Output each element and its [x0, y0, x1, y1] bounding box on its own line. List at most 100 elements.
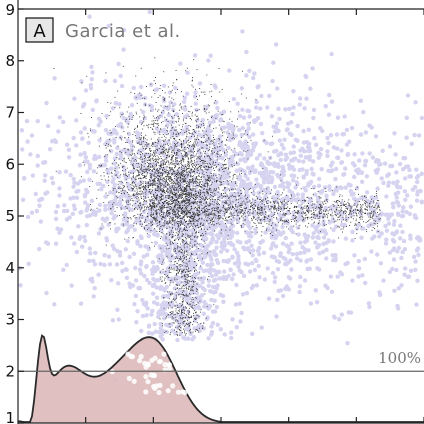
data-point	[204, 316, 210, 322]
data-point	[157, 225, 159, 226]
data-point	[304, 259, 309, 264]
data-point	[347, 139, 352, 144]
data-point	[142, 158, 143, 160]
data-point	[231, 149, 237, 154]
data-point	[217, 191, 219, 193]
data-point	[387, 269, 393, 275]
data-point	[403, 266, 408, 271]
data-point	[194, 169, 196, 171]
data-point	[335, 115, 341, 120]
data-point	[233, 165, 235, 166]
data-point	[227, 238, 229, 240]
data-point	[173, 278, 179, 283]
data-point	[201, 233, 203, 234]
data-point	[200, 166, 202, 168]
data-point	[331, 219, 336, 224]
data-point	[326, 112, 332, 117]
data-point	[123, 166, 125, 168]
data-point	[296, 158, 302, 164]
data-point	[334, 185, 339, 190]
data-point	[199, 161, 201, 162]
data-point	[201, 133, 206, 139]
data-point	[208, 165, 209, 167]
data-point	[139, 188, 141, 190]
data-point	[247, 134, 252, 139]
data-point	[147, 157, 149, 159]
data-point	[201, 173, 203, 175]
data-point	[181, 174, 182, 175]
data-point	[170, 203, 172, 204]
data-point	[208, 150, 209, 152]
data-point	[153, 165, 155, 167]
data-point	[150, 230, 152, 231]
data-point	[169, 143, 171, 145]
data-point	[231, 138, 233, 139]
data-point	[300, 167, 305, 172]
data-point	[227, 183, 229, 185]
data-point	[141, 186, 143, 188]
data-point	[165, 123, 170, 128]
data-point	[178, 177, 180, 179]
data-point	[279, 174, 281, 176]
data-point	[156, 226, 158, 228]
data-point	[154, 172, 156, 174]
data-point	[132, 195, 134, 196]
data-point	[135, 241, 140, 246]
data-point	[162, 134, 164, 135]
data-point	[263, 194, 268, 199]
data-point	[188, 170, 190, 172]
data-point	[145, 224, 147, 226]
data-point	[399, 255, 404, 261]
data-point	[146, 207, 147, 209]
data-point	[183, 181, 185, 183]
data-point	[145, 168, 146, 170]
data-point	[236, 162, 238, 164]
data-point	[295, 192, 301, 197]
data-point	[229, 179, 231, 181]
data-point	[399, 283, 404, 288]
data-point	[173, 189, 175, 191]
data-point	[210, 188, 211, 190]
data-point	[185, 166, 186, 167]
data-point	[247, 114, 252, 119]
data-point	[381, 180, 386, 186]
data-point	[171, 201, 173, 202]
data-point	[224, 151, 225, 153]
data-point	[212, 201, 214, 202]
data-point	[211, 175, 213, 177]
data-point	[263, 230, 268, 235]
data-point	[173, 163, 174, 165]
data-point	[392, 131, 397, 136]
data-point	[111, 201, 117, 207]
data-point	[137, 193, 139, 194]
data-point	[186, 169, 188, 171]
data-point	[176, 180, 178, 182]
data-point	[169, 168, 170, 170]
data-point	[230, 276, 235, 282]
data-point	[106, 168, 108, 170]
data-point	[203, 136, 205, 138]
data-point	[173, 242, 178, 247]
data-point	[188, 168, 190, 170]
data-point	[148, 228, 153, 234]
data-point	[327, 92, 332, 98]
data-point	[191, 201, 193, 203]
data-point	[231, 127, 236, 132]
data-point	[216, 166, 217, 167]
data-point	[110, 208, 112, 210]
data-point	[204, 183, 206, 184]
data-point	[178, 231, 180, 233]
data-point	[220, 232, 222, 234]
data-point	[225, 259, 230, 264]
data-point	[35, 119, 40, 124]
data-point	[246, 108, 252, 114]
data-point	[238, 142, 243, 147]
data-point	[182, 181, 184, 182]
data-point	[245, 121, 251, 127]
data-point	[137, 131, 142, 137]
data-point	[160, 197, 162, 199]
data-point	[302, 247, 308, 252]
data-point	[288, 258, 293, 263]
data-point	[187, 189, 189, 191]
data-point	[214, 185, 220, 190]
